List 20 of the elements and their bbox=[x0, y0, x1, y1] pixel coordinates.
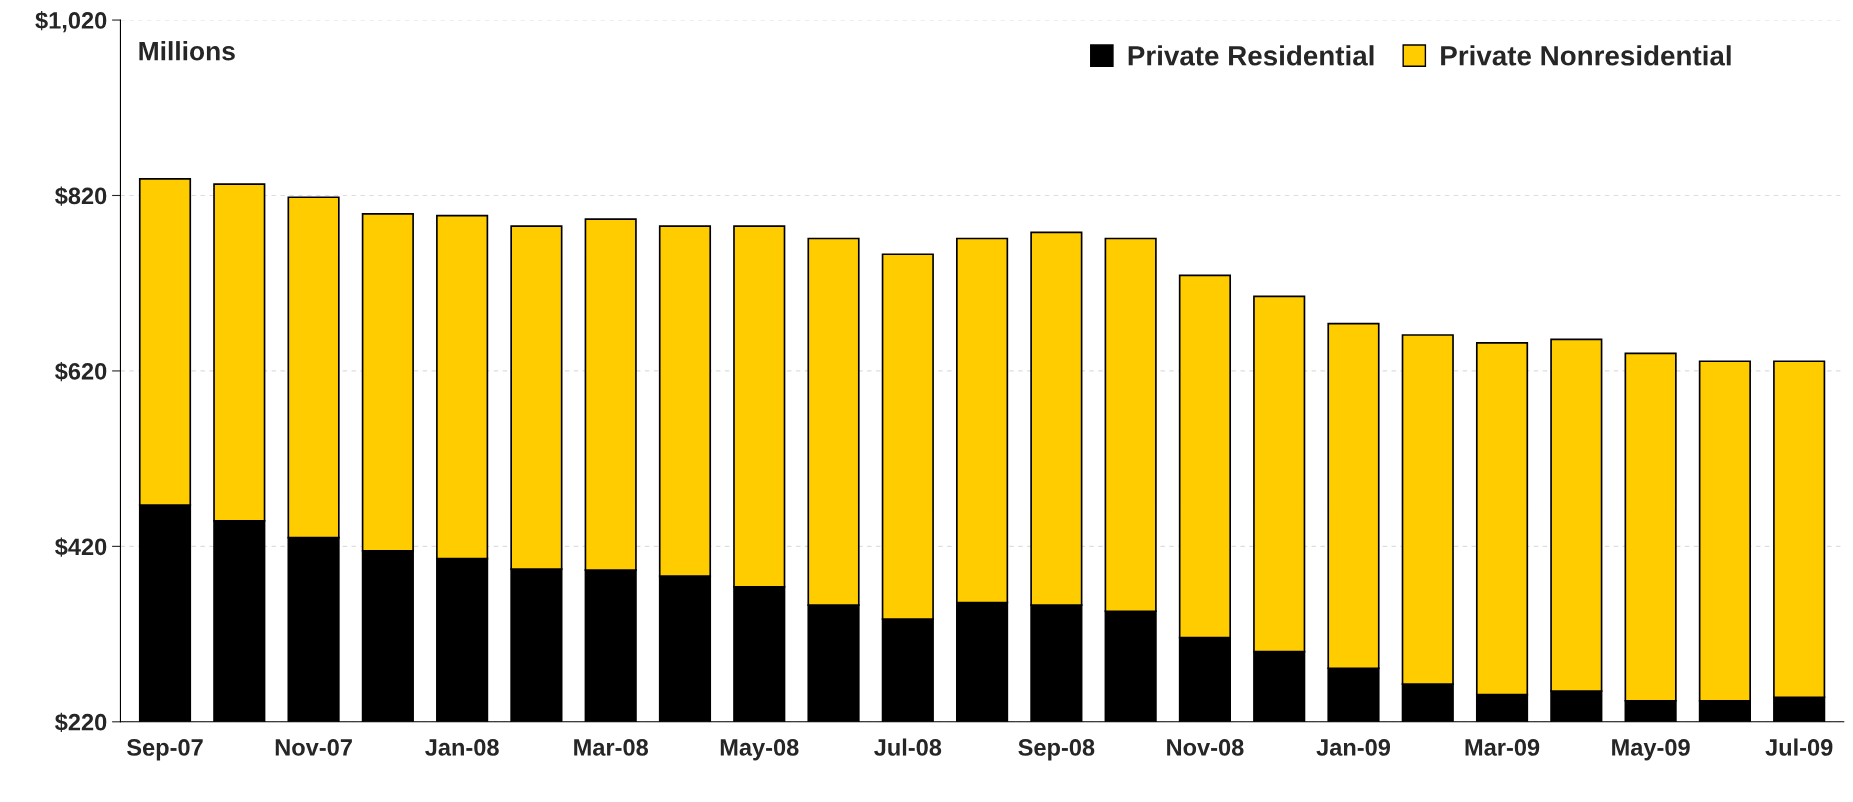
x-tick-label: May-08 bbox=[720, 739, 799, 761]
x-tick-label: Nov-08 bbox=[1167, 739, 1244, 756]
legend-label: Private Residential bbox=[1128, 45, 1374, 66]
x-tick-label: May-09 bbox=[1612, 739, 1690, 761]
x-tick-label: Nov-07 bbox=[275, 739, 352, 756]
y-tick-label: $1,020 bbox=[35, 11, 107, 33]
y-tick-label: $220 bbox=[55, 712, 107, 733]
legend-label: Private Nonresidential bbox=[1441, 45, 1731, 66]
y-tick-label: $620 bbox=[55, 361, 107, 382]
x-tick-label: Jan-08 bbox=[425, 739, 499, 756]
x-tick-label: Jul-08 bbox=[874, 738, 942, 756]
x-tick-label: Mar-08 bbox=[574, 739, 649, 756]
y-tick-label: $420 bbox=[55, 537, 107, 557]
x-tick-label: Sep-07 bbox=[126, 739, 203, 761]
x-tick-label: Jan-09 bbox=[1316, 739, 1391, 756]
x-tick-label: Jul-09 bbox=[1765, 738, 1833, 756]
annotation: Millions bbox=[139, 41, 235, 61]
x-tick-label: Sep-08 bbox=[1018, 739, 1095, 761]
x-tick-label: Mar-09 bbox=[1465, 739, 1540, 756]
y-tick-label: $820 bbox=[55, 186, 107, 206]
